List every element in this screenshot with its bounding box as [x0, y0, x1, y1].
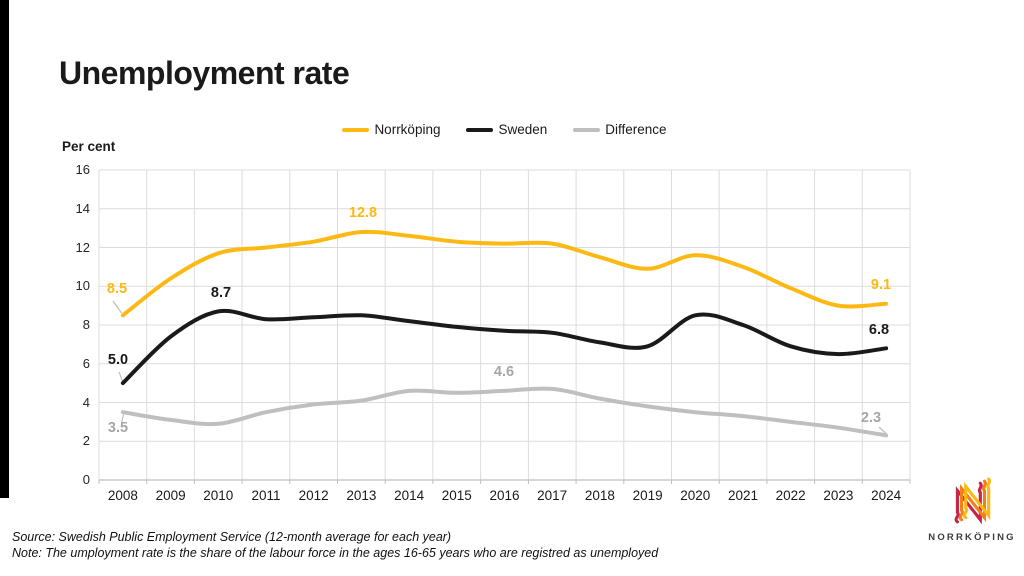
y-tick-label: 0 — [82, 472, 90, 487]
norrkoping-logo: NORRKÖPING — [928, 476, 1016, 543]
x-tick-label: 2020 — [680, 488, 711, 503]
y-tick-label: 8 — [82, 317, 90, 332]
y-tick-label: 4 — [82, 394, 90, 410]
series-line-norrkping — [120, 229, 889, 318]
legend-item-difference: Difference — [573, 122, 667, 137]
x-tick-label: 2010 — [203, 488, 234, 503]
x-tick-label: 2013 — [346, 488, 377, 503]
y-tick-label: 16 — [75, 162, 90, 177]
legend-label: Sweden — [498, 122, 548, 137]
data-label-norrk-ping-2024: 9.1 — [870, 277, 892, 293]
x-tick-label: 2009 — [155, 488, 186, 503]
logo-wordmark: NORRKÖPING — [928, 532, 1016, 543]
data-label-norrk-ping-2013: 12.8 — [348, 205, 378, 221]
y-axis-title: Per cent — [62, 139, 116, 154]
note-line: Note: The umployment rate is the share o… — [12, 546, 659, 560]
x-tick-label: 2018 — [584, 488, 615, 503]
x-tick-label: 2022 — [775, 488, 806, 503]
source-line: Source: Swedish Public Employment Servic… — [12, 530, 452, 544]
label-leader-line — [878, 426, 887, 434]
x-tick-label: 2011 — [251, 488, 281, 503]
y-tick-label: 10 — [75, 278, 90, 294]
y-tick-label: 14 — [75, 200, 90, 216]
y-tick-label: 12 — [75, 239, 90, 255]
data-label-norrk-ping-2008: 8.5 — [106, 281, 128, 297]
data-label-difference-2008: 3.5 — [107, 420, 129, 436]
legend-label: Norrköping — [374, 122, 441, 137]
x-tick-label: 2016 — [489, 488, 520, 503]
legend-swatch — [466, 127, 494, 132]
label-leader-line — [118, 371, 124, 382]
slide-title: Unemployment rate — [59, 55, 350, 91]
x-tick-label: 2008 — [107, 488, 138, 503]
x-tick-label: 2023 — [823, 488, 854, 503]
x-tick-label: 2015 — [441, 488, 472, 503]
x-tick-label: 2021 — [727, 488, 759, 503]
footnote-block: Source: Swedish Public Employment Servic… — [12, 529, 658, 561]
x-tick-label: 2017 — [537, 488, 568, 503]
legend-swatch — [573, 127, 601, 132]
data-label-difference-2024: 2.3 — [860, 410, 882, 426]
data-label-sweden-2010: 8.7 — [210, 285, 232, 301]
x-tick-label: 2019 — [632, 488, 663, 503]
label-leader-line — [112, 300, 122, 314]
legend-item-norrkping: Norrköping — [342, 122, 440, 137]
x-tick-label: 2014 — [394, 488, 425, 503]
data-label-difference-2016: 4.6 — [493, 364, 515, 380]
logo-n-icon — [954, 477, 992, 525]
data-label-sweden-2024: 6.8 — [868, 322, 890, 338]
legend-item-sweden: Sweden — [466, 122, 547, 137]
legend-label: Difference — [605, 122, 667, 137]
legend-swatch — [342, 127, 370, 132]
y-tick-label: 6 — [82, 355, 90, 371]
y-tick-label: 2 — [82, 433, 90, 449]
left-accent-bar — [0, 0, 9, 498]
x-tick-label: 2024 — [871, 488, 902, 503]
data-label-sweden-2008: 5.0 — [107, 352, 129, 368]
chart-legend: Norrköping Sweden Difference — [99, 122, 910, 137]
x-tick-label: 2012 — [298, 488, 329, 503]
series-line-difference — [120, 386, 889, 438]
